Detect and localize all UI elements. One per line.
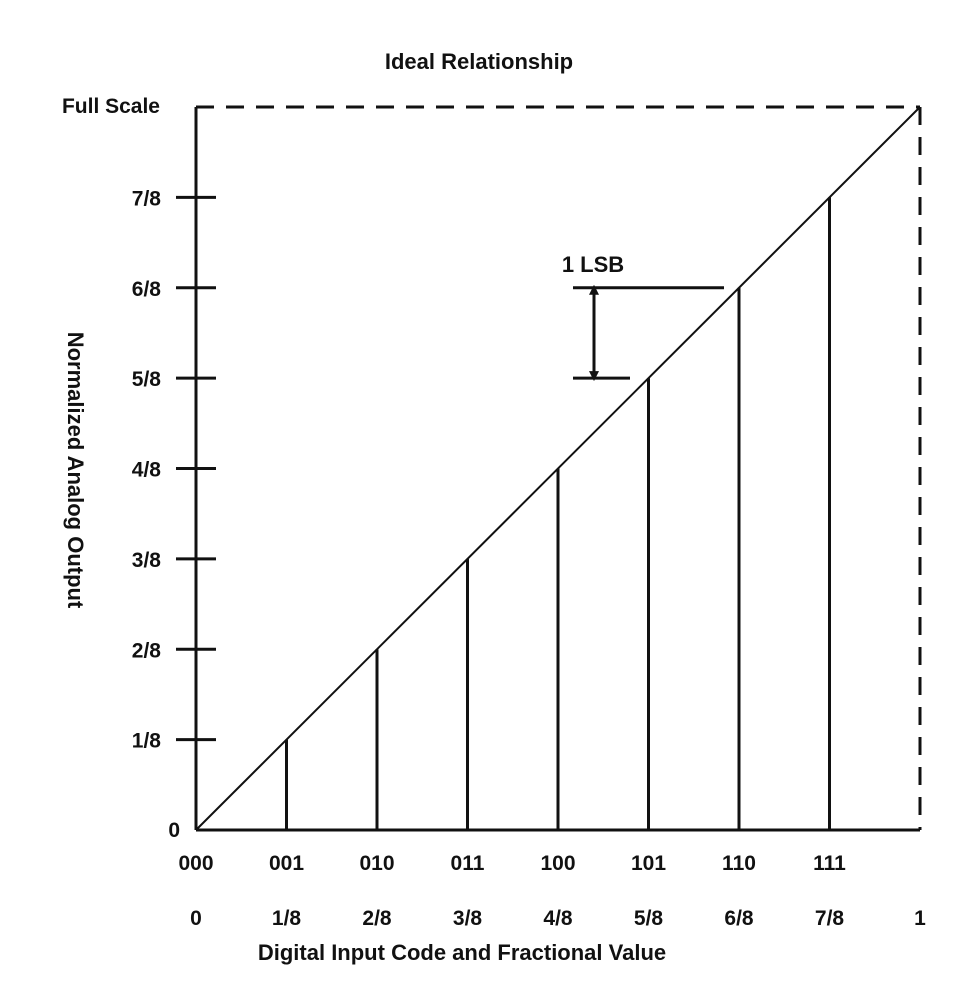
- x-axis-title: Digital Input Code and Fractional Value: [258, 940, 666, 965]
- x-code-label: 111: [813, 852, 846, 875]
- y-axis-title: Normalized Analog Output: [63, 332, 88, 609]
- x-fraction-label: 5/8: [634, 907, 664, 930]
- y-tick-label: 1/8: [132, 730, 162, 753]
- x-code-label: 000: [178, 852, 213, 875]
- x-code-label: 001: [269, 852, 304, 875]
- y-full-scale-label: Full Scale: [62, 95, 160, 118]
- x-fraction-label: 1/8: [272, 907, 302, 930]
- x-fraction-label: 0: [190, 907, 202, 930]
- x-fraction-label: 1: [914, 907, 926, 930]
- x-code-label: 101: [631, 852, 666, 875]
- y-tick-label: 4/8: [132, 459, 162, 482]
- x-code-label: 011: [451, 852, 485, 875]
- y-tick-label: 5/8: [132, 368, 162, 391]
- x-fraction-label: 6/8: [724, 907, 754, 930]
- y-tick-label: 7/8: [132, 187, 162, 210]
- y-tick-label: 0: [168, 819, 180, 842]
- y-tick-label: 3/8: [132, 549, 162, 572]
- x-code-label: 110: [722, 852, 756, 875]
- x-fraction-label: 7/8: [815, 907, 845, 930]
- x-fraction-label: 2/8: [362, 907, 392, 930]
- x-fraction-label: 3/8: [453, 907, 483, 930]
- lsb-annotation-label: 1 LSB: [562, 252, 624, 277]
- y-tick-label: 6/8: [132, 278, 162, 301]
- y-tick-label: 2/8: [132, 639, 162, 662]
- x-code-label: 100: [540, 852, 575, 875]
- x-code-label: 010: [359, 852, 394, 875]
- chart-title: Ideal Relationship: [385, 49, 573, 74]
- x-fraction-label: 4/8: [543, 907, 573, 930]
